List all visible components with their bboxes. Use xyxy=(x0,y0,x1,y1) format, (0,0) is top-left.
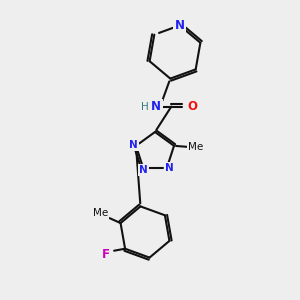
Text: F: F xyxy=(102,248,110,261)
Text: Me: Me xyxy=(93,208,108,218)
Text: N: N xyxy=(139,165,148,175)
Text: O: O xyxy=(187,100,197,113)
Text: H: H xyxy=(141,102,149,112)
Text: N: N xyxy=(129,140,137,150)
Text: N: N xyxy=(151,100,161,113)
Text: Me: Me xyxy=(188,142,204,152)
Text: N: N xyxy=(165,163,174,173)
Text: N: N xyxy=(175,19,185,32)
